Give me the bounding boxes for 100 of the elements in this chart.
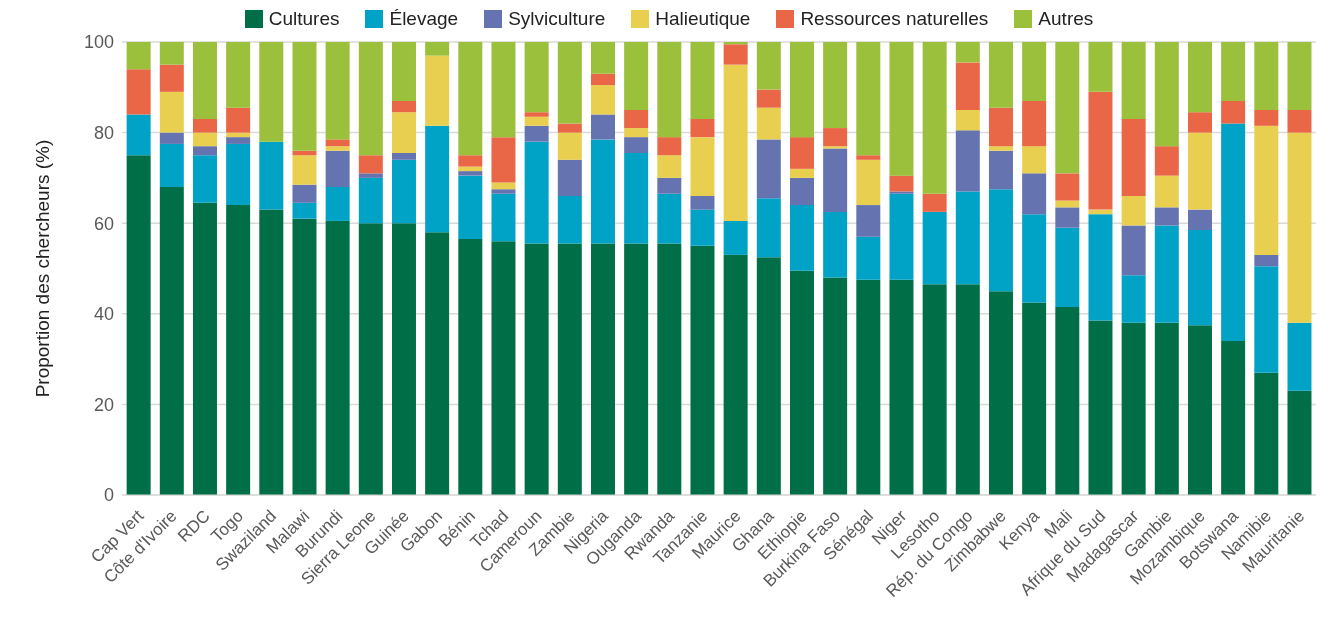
bar xyxy=(1121,275,1146,323)
bar xyxy=(425,232,450,495)
bar xyxy=(226,143,251,206)
bar xyxy=(657,137,682,156)
bar xyxy=(789,42,814,138)
bar xyxy=(292,184,317,203)
bar xyxy=(1254,42,1279,110)
bar xyxy=(723,44,748,65)
bar xyxy=(391,159,416,224)
bar xyxy=(756,139,781,199)
bar xyxy=(1055,42,1080,174)
y-tick-label: 40 xyxy=(93,304,114,325)
bar xyxy=(723,254,748,495)
bar xyxy=(590,42,615,74)
bar xyxy=(1187,132,1212,210)
bar xyxy=(226,205,251,495)
bar xyxy=(192,202,217,495)
bar xyxy=(1187,112,1212,133)
bar xyxy=(524,112,549,117)
bar xyxy=(789,168,814,178)
bar xyxy=(856,155,881,160)
bar xyxy=(1254,266,1279,373)
bar xyxy=(557,123,582,133)
bar xyxy=(922,42,947,194)
bar xyxy=(1254,372,1279,495)
bar xyxy=(889,193,914,280)
y-tick-label: 80 xyxy=(93,122,114,143)
bar xyxy=(292,218,317,495)
bar xyxy=(823,128,848,147)
bar xyxy=(955,109,980,131)
bar xyxy=(358,177,383,224)
bar xyxy=(325,186,350,221)
bar xyxy=(292,155,317,185)
bar xyxy=(988,107,1013,147)
bar xyxy=(259,42,284,142)
bar xyxy=(889,42,914,176)
bar xyxy=(524,42,549,113)
bar xyxy=(690,245,715,495)
bar xyxy=(823,42,848,129)
bar xyxy=(325,139,350,147)
bar xyxy=(458,175,483,240)
bar xyxy=(425,55,450,126)
bar xyxy=(823,211,848,278)
bar xyxy=(823,148,848,212)
legend-label: Halieutique xyxy=(655,8,751,30)
bar xyxy=(358,173,383,178)
bar xyxy=(1187,230,1212,326)
bar xyxy=(126,114,151,156)
bar xyxy=(889,279,914,495)
bar xyxy=(1221,42,1246,101)
bar xyxy=(1121,119,1146,197)
bar xyxy=(1121,196,1146,226)
bar xyxy=(226,107,251,133)
bar xyxy=(325,42,350,140)
bar xyxy=(259,141,284,210)
bar xyxy=(226,137,251,144)
bar xyxy=(425,42,450,56)
bar xyxy=(458,239,483,495)
bar xyxy=(524,116,549,126)
bar xyxy=(756,257,781,495)
bar xyxy=(126,42,151,70)
bar xyxy=(391,152,416,160)
bar xyxy=(425,125,450,233)
bar xyxy=(657,177,682,194)
bar xyxy=(1254,254,1279,267)
bar xyxy=(1187,209,1212,230)
bar xyxy=(756,107,781,140)
bar xyxy=(358,42,383,156)
legend-label: Cultures xyxy=(268,8,340,30)
bar xyxy=(491,42,516,138)
bar xyxy=(292,42,317,151)
bar xyxy=(856,159,881,206)
bar xyxy=(889,175,914,192)
bar xyxy=(690,119,715,138)
bar xyxy=(491,189,516,194)
bar xyxy=(1254,109,1279,126)
bar xyxy=(159,64,184,92)
bar xyxy=(922,211,947,285)
bar xyxy=(325,150,350,187)
bar xyxy=(1121,322,1146,495)
legend-label: Autres xyxy=(1038,8,1094,30)
bar xyxy=(1121,225,1146,276)
y-tick-label: 100 xyxy=(83,32,114,53)
bar xyxy=(1154,322,1179,495)
bar xyxy=(159,91,184,133)
bar xyxy=(1055,207,1080,228)
bar xyxy=(325,146,350,151)
bar xyxy=(988,146,1013,151)
bar xyxy=(690,209,715,246)
bar xyxy=(657,193,682,244)
bar xyxy=(524,125,549,142)
bar xyxy=(624,128,649,138)
bar xyxy=(458,171,483,176)
bar xyxy=(159,143,184,187)
bar xyxy=(789,137,814,169)
bar xyxy=(690,42,715,120)
bar xyxy=(988,150,1013,190)
bar xyxy=(1221,100,1246,124)
bar xyxy=(624,137,649,153)
bar xyxy=(1088,91,1113,210)
